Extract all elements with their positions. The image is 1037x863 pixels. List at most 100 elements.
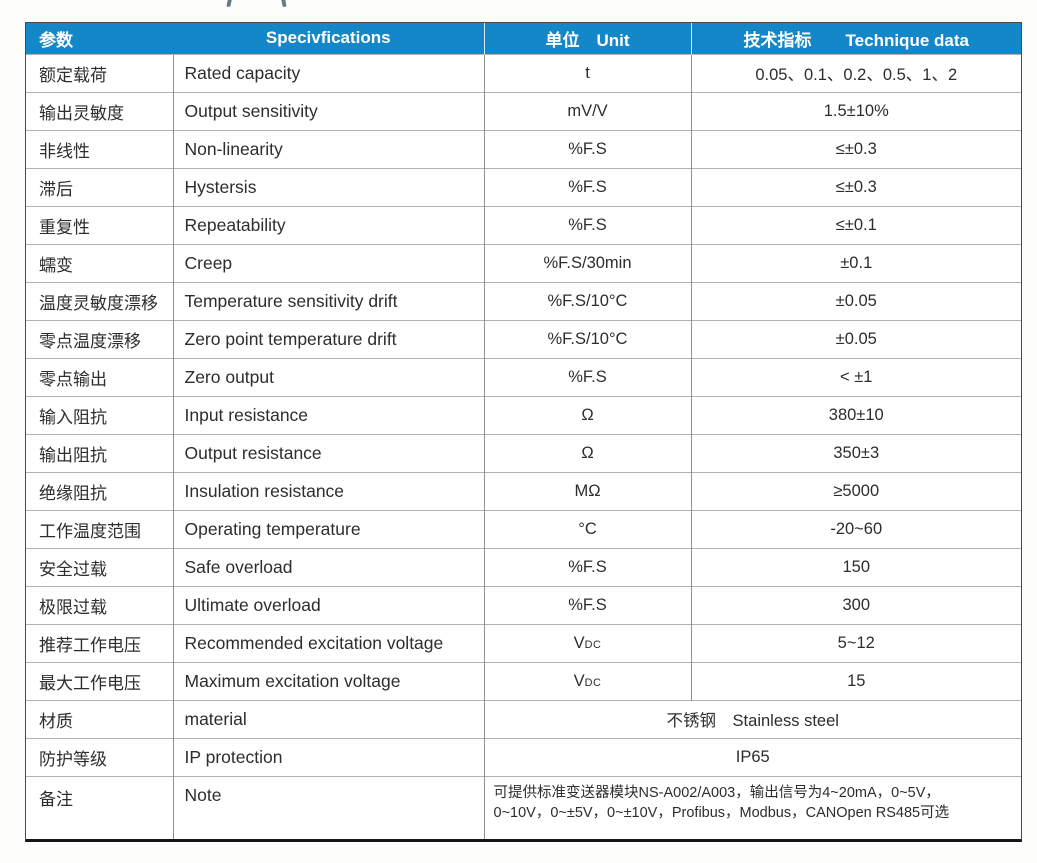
unit-cell: %F.S/10°C [483, 281, 691, 320]
header-unit: 单位 Unit [483, 23, 691, 54]
unit-cell: t [483, 53, 691, 92]
table-row: 蠕变 Creep %F.S/30min ±0.1 [26, 243, 1021, 282]
spec-cell: Zero point temperature drift [172, 319, 484, 358]
param-cell: 最大工作电压 [26, 661, 173, 700]
value-cell: 150 [690, 547, 1021, 586]
unit-cell: °C [483, 509, 691, 548]
table-row: 防护等级 IP protection IP65 [26, 737, 1021, 776]
param-cell: 绝缘阻抗 [26, 471, 173, 510]
value-cell: < ±1 [690, 357, 1021, 396]
table-row: 滞后 Hystersis %F.S ≤±0.3 [26, 167, 1021, 206]
spec-cell: Rated capacity [172, 53, 484, 92]
table-row: 零点温度漂移 Zero point temperature drift %F.S/1… [26, 319, 1021, 358]
value-cell: ≤±0.3 [690, 129, 1021, 168]
unit-cell: %F.S [483, 357, 691, 396]
table-row: 输出灵敏度 Output sensitivity mV/V 1.5±10% [26, 91, 1021, 130]
spec-cell: Temperature sensitivity drift [172, 281, 484, 320]
param-cell: 额定载荷 [26, 53, 173, 92]
spec-table-header: 参数 Specivfications 单位 Unit 技术指标 Techniqu… [26, 23, 1021, 54]
table-row: 工作温度范围 Operating temperature °C -20~60 [26, 509, 1021, 548]
table-row: 推荐工作电压 Recommended excitation voltage VDC 5… [26, 623, 1021, 662]
unit-cell: Ω [483, 395, 691, 434]
table-row: 输入阻抗 Input resistance Ω 380±10 [26, 395, 1021, 434]
table-row: 备注 Note 可提供标准变送器模块NS-A002/A003，输出信号为4~20mA… [26, 775, 1021, 839]
spec-cell: Non-linearity [172, 129, 484, 168]
table-row: 最大工作电压 Maximum excitation voltage VDC 15 [26, 661, 1021, 700]
param-cell: 备注 [26, 775, 173, 839]
table-row: 安全过载 Safe overload %F.S 150 [26, 547, 1021, 586]
param-cell: 输入阻抗 [26, 395, 173, 434]
cropped-text-remnant [281, 0, 287, 7]
unit-cell: %F.S [483, 547, 691, 586]
param-cell: 输出阻抗 [26, 433, 173, 472]
param-cell: 推荐工作电压 [26, 623, 173, 662]
unit-cell: %F.S [483, 585, 691, 624]
spec-cell: Operating temperature [172, 509, 484, 548]
value-cell: 350±3 [690, 433, 1021, 472]
value-cell: -20~60 [690, 509, 1021, 548]
unit-cell: %F.S [483, 205, 691, 244]
unit-cell: VDC [483, 661, 691, 700]
spec-cell: Safe overload [172, 547, 484, 586]
spec-cell: material [172, 699, 484, 738]
unit-subscript: DC [584, 638, 602, 651]
unit-cell: VDC [483, 623, 691, 662]
value-cell: ±0.05 [690, 319, 1021, 358]
param-cell: 滞后 [26, 167, 173, 206]
param-cell: 防护等级 [26, 737, 173, 776]
param-cell: 极限过载 [26, 585, 173, 624]
value-cell: 380±10 [690, 395, 1021, 434]
unit-cell: %F.S/30min [483, 243, 691, 282]
value-cell: 1.5±10% [690, 91, 1021, 130]
unit-cell: %F.S [483, 167, 691, 206]
unit-cell: MΩ [483, 471, 691, 510]
unit-cell: mV/V [483, 91, 691, 130]
param-cell: 重复性 [26, 205, 173, 244]
merged-value-cell: IP65 [483, 737, 1021, 776]
spec-cell: Repeatability [172, 205, 484, 244]
spec-cell: Recommended excitation voltage [172, 623, 484, 662]
value-cell: ≤±0.3 [690, 167, 1021, 206]
value-cell: ≤±0.1 [690, 205, 1021, 244]
table-row: 温度灵敏度漂移 Temperature sensitivity drift %F.S… [26, 281, 1021, 320]
table-row: 非线性 Non-linearity %F.S ≤±0.3 [26, 129, 1021, 168]
spec-cell: Insulation resistance [172, 471, 484, 510]
value-cell: 5~12 [690, 623, 1021, 662]
spec-cell: Ultimate overload [172, 585, 484, 624]
table-row: 重复性 Repeatability %F.S ≤±0.1 [26, 205, 1021, 244]
table-row: 材质 material 不锈钢 Stainless steel [26, 699, 1021, 738]
table-row: 极限过载 Ultimate overload %F.S 300 [26, 585, 1021, 624]
table-row: 绝缘阻抗 Insulation resistance MΩ ≥5000 [26, 471, 1021, 510]
param-cell: 材质 [26, 699, 173, 738]
spec-table: 参数 Specivfications 单位 Unit 技术指标 Techniqu… [26, 23, 1021, 839]
spec-cell: Note [172, 775, 484, 839]
merged-value-cell: 可提供标准变送器模块NS-A002/A003，输出信号为4~20mA，0~5V，… [483, 775, 1021, 839]
param-cell: 工作温度范围 [26, 509, 173, 548]
spec-table-body: 额定载荷 Rated capacity t 0.05、0.1、0.2、0.5、1、2 输… [26, 53, 1021, 839]
param-cell: 零点温度漂移 [26, 319, 173, 358]
spec-cell: Hystersis [172, 167, 484, 206]
header-row: 参数 Specivfications 单位 Unit 技术指标 Techniqu… [26, 23, 1021, 54]
cropped-text-remnant [226, 0, 232, 7]
value-cell: 15 [690, 661, 1021, 700]
param-cell: 零点输出 [26, 357, 173, 396]
value-cell: ±0.1 [690, 243, 1021, 282]
value-cell: ≥5000 [690, 471, 1021, 510]
value-cell: ±0.05 [690, 281, 1021, 320]
table-row: 零点输出 Zero output %F.S < ±1 [26, 357, 1021, 396]
spec-cell: Output sensitivity [172, 91, 484, 130]
header-technique-data: 技术指标 Technique data [690, 23, 1021, 54]
unit-cell: %F.S/10°C [483, 319, 691, 358]
table-row: 输出阻抗 Output resistance Ω 350±3 [26, 433, 1021, 472]
header-specifications: Specivfications [173, 23, 484, 54]
spec-cell: Creep [172, 243, 484, 282]
spec-cell: Input resistance [172, 395, 484, 434]
param-cell: 非线性 [26, 129, 173, 168]
spec-cell: IP protection [172, 737, 484, 776]
unit-subscript: DC [584, 676, 602, 689]
merged-value-cell: 不锈钢 Stainless steel [483, 699, 1021, 738]
value-cell: 300 [690, 585, 1021, 624]
param-cell: 温度灵敏度漂移 [26, 281, 173, 320]
spec-cell: Zero output [172, 357, 484, 396]
